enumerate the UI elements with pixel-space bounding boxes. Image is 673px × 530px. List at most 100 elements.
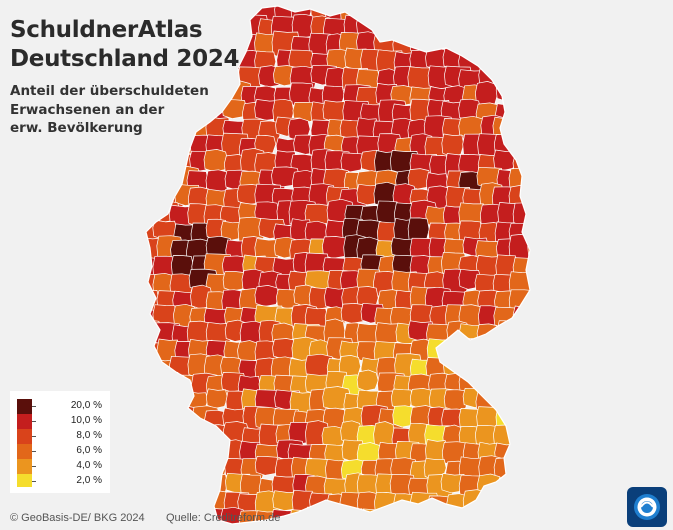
district-region <box>479 341 508 366</box>
district-region <box>327 509 353 524</box>
district-region <box>509 439 530 466</box>
district-region <box>458 6 485 24</box>
district-region <box>528 509 530 524</box>
district-region <box>377 522 402 524</box>
title-line-1: SchuldnerAtlas <box>10 17 203 43</box>
legend-label-4: 4,0 % <box>76 460 102 471</box>
district-region <box>205 388 228 409</box>
color-legend: 20,0 % 10,0 % 8,0 % 6,0 % 4,0 % 2,0 % <box>10 391 110 493</box>
district-region <box>429 6 451 20</box>
district-region <box>530 525 552 530</box>
district-region <box>525 494 530 519</box>
district-region <box>514 17 530 40</box>
district-region <box>509 477 530 501</box>
district-region <box>187 470 216 498</box>
district-region <box>514 34 530 57</box>
district-region <box>478 374 503 397</box>
district-region <box>480 354 504 381</box>
district-region <box>477 473 503 498</box>
district-region <box>373 6 402 25</box>
district-region <box>169 423 196 445</box>
district-region <box>274 526 301 530</box>
source-note: Quelle: Creditreform.de <box>166 512 281 524</box>
district-region <box>152 153 182 177</box>
title-line-2: Deutschland 2024 <box>10 46 240 72</box>
district-region <box>479 526 505 530</box>
district-region <box>444 6 469 29</box>
legend-tick <box>32 436 36 437</box>
district-region <box>394 526 423 530</box>
district-region <box>525 150 530 179</box>
map-subtitle: Anteil der überschuldeten Erwachsenen an… <box>10 82 220 138</box>
district-region <box>512 352 530 381</box>
district-region <box>496 388 524 411</box>
district-region <box>512 99 530 124</box>
district-region <box>480 507 507 524</box>
district-region <box>356 369 379 392</box>
district-region <box>531 35 559 58</box>
district-region <box>495 522 524 524</box>
district-region <box>443 506 472 524</box>
district-region <box>156 391 187 418</box>
district-region <box>462 29 488 54</box>
district-region <box>172 442 197 465</box>
district-region <box>531 117 553 142</box>
district-region <box>445 526 474 530</box>
district-region <box>458 353 481 379</box>
district-region <box>493 6 522 20</box>
subtitle-line-2: Erwachsenen an der <box>10 101 165 118</box>
district-region <box>395 13 420 36</box>
district-region <box>409 527 436 530</box>
district-region <box>508 337 530 361</box>
district-region <box>509 494 530 518</box>
district-region <box>170 389 194 414</box>
district-region <box>429 526 458 530</box>
district-region <box>394 509 418 524</box>
legend-label-2: 2,0 % <box>76 475 102 486</box>
district-region <box>376 509 406 524</box>
district-region <box>146 423 165 446</box>
district-region <box>513 456 530 479</box>
district-region <box>152 370 181 392</box>
district-region <box>445 19 471 47</box>
district-region <box>238 527 263 530</box>
district-region <box>514 138 530 163</box>
tagesschau-logo-icon <box>627 487 667 527</box>
district-region <box>510 526 533 530</box>
district-region <box>340 303 368 324</box>
district-region <box>530 252 552 279</box>
district-region <box>174 525 201 530</box>
legend-label-6: 6,0 % <box>76 445 102 456</box>
district-region <box>529 101 530 128</box>
district-region <box>192 526 215 530</box>
district-region <box>425 13 454 39</box>
district-region <box>458 14 481 41</box>
district-region <box>494 372 521 393</box>
district-region <box>203 149 228 173</box>
district-region <box>146 387 161 413</box>
legend-label-8: 8,0 % <box>76 430 102 441</box>
district-region <box>514 65 530 86</box>
district-region <box>508 392 530 420</box>
district-region <box>527 236 530 260</box>
district-region <box>340 152 365 173</box>
district-region <box>531 424 559 452</box>
district-region <box>146 475 165 501</box>
district-region <box>525 6 530 27</box>
district-region <box>146 182 164 206</box>
map-title: SchuldnerAtlas Deutschland 2024 <box>10 16 240 74</box>
district-region <box>427 495 451 521</box>
district-region <box>529 285 530 311</box>
district-region <box>527 387 530 412</box>
legend-swatch-10 <box>17 414 32 429</box>
copyright-note: © GeoBasis-DE/ BKG 2024 <box>10 512 145 524</box>
district-region <box>508 372 530 395</box>
district-region <box>410 509 436 524</box>
district-region <box>146 459 162 483</box>
district-region <box>445 337 476 364</box>
district-region <box>152 425 179 451</box>
district-region <box>254 285 280 307</box>
district-region <box>146 407 169 428</box>
district-region <box>529 135 530 159</box>
